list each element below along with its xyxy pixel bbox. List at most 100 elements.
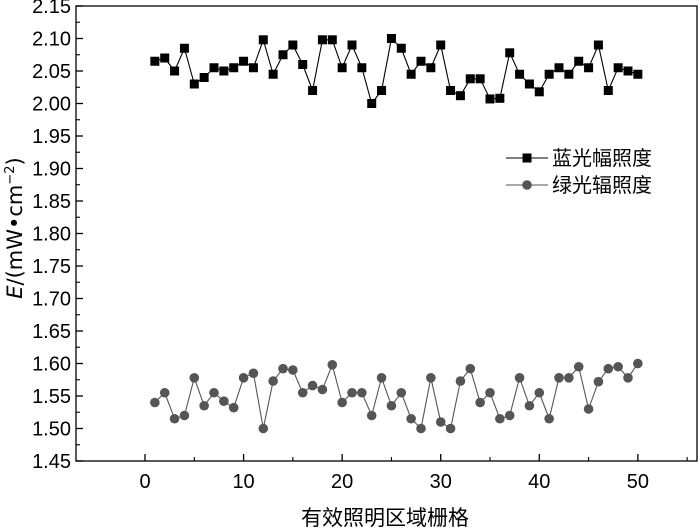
y-axis: 1.45 1.50 1.55 1.60 1.65 1.70 1.75 1.80 1.85 1.90… <box>32 0 83 473</box>
data-point <box>593 40 603 50</box>
y-tick-label: 2.05 <box>32 61 71 83</box>
data-point <box>436 40 446 50</box>
x-tick-label: 10 <box>232 471 254 493</box>
x-tick-label: 30 <box>430 471 452 493</box>
data-point <box>584 63 594 73</box>
y-axis-symbol: E <box>3 285 27 299</box>
data-point <box>239 56 249 66</box>
data-point <box>603 86 613 95</box>
y-tick-label: 1.60 <box>32 354 71 376</box>
data-point <box>426 63 436 73</box>
data-point <box>278 50 288 60</box>
data-point <box>564 373 574 383</box>
legend-marker <box>522 180 532 190</box>
data-point <box>495 413 505 424</box>
data-point <box>485 387 495 398</box>
y-tick-label: 1.70 <box>32 289 71 311</box>
data-point <box>416 56 426 66</box>
data-point <box>150 56 160 66</box>
data-point <box>307 380 318 391</box>
data-point <box>189 79 199 89</box>
data-point <box>574 56 584 66</box>
data-point <box>485 94 495 104</box>
data-point <box>170 66 180 76</box>
data-point <box>258 423 269 434</box>
data-point <box>376 373 387 383</box>
y-tick-label: 2.00 <box>32 94 71 116</box>
data-point <box>199 73 209 82</box>
data-point <box>317 35 327 45</box>
legend-label: 蓝光幅照度 <box>552 146 652 170</box>
data-point <box>534 387 545 398</box>
legend-item: 绿光辐照度 <box>506 173 652 197</box>
data-point <box>209 63 219 73</box>
data-point <box>179 410 190 421</box>
data-point <box>288 40 298 50</box>
data-point <box>524 79 534 89</box>
data-point <box>238 373 249 383</box>
data-point <box>613 63 623 73</box>
y-tick-label: 2.15 <box>32 0 71 18</box>
data-point <box>603 363 614 374</box>
data-point <box>435 417 446 427</box>
series-1 <box>150 34 643 108</box>
data-point <box>534 87 544 97</box>
y-tick-label: 1.75 <box>32 256 71 278</box>
data-point <box>268 69 278 79</box>
data-point <box>455 91 465 101</box>
data-point <box>633 69 643 79</box>
data-point <box>593 376 604 387</box>
y-tick-label: 1.90 <box>32 159 71 181</box>
data-point <box>455 376 466 386</box>
data-point <box>544 69 554 79</box>
data-point <box>357 63 367 73</box>
data-point <box>229 63 239 73</box>
data-point <box>564 69 574 79</box>
data-point <box>406 413 416 424</box>
y-tick-label: 1.45 <box>32 451 71 473</box>
data-point <box>505 48 515 58</box>
data-point <box>160 53 170 63</box>
data-point <box>377 86 387 95</box>
y-tick-label: 1.80 <box>32 224 71 246</box>
data-point <box>554 63 564 73</box>
data-point <box>386 400 397 411</box>
legend-marker <box>522 153 532 163</box>
data-point <box>583 404 594 414</box>
data-point <box>219 396 229 407</box>
data-point <box>209 387 219 398</box>
data-point <box>258 35 268 45</box>
data-point <box>366 410 377 421</box>
legend-item: 蓝光幅照度 <box>506 146 652 170</box>
data-point <box>317 384 328 395</box>
data-point <box>248 368 259 379</box>
data-point <box>248 63 258 73</box>
data-point <box>416 423 426 434</box>
data-point <box>524 400 535 411</box>
data-point <box>179 43 189 53</box>
data-point <box>406 69 416 79</box>
data-point <box>465 363 476 374</box>
series-layer <box>150 34 643 434</box>
data-point <box>357 387 367 398</box>
data-point <box>386 34 396 43</box>
data-point <box>396 387 407 398</box>
data-point <box>347 40 357 50</box>
data-point <box>327 360 338 370</box>
data-point <box>633 358 643 369</box>
y-axis-close: ) <box>3 157 27 165</box>
data-point <box>554 373 564 383</box>
data-point <box>337 63 347 73</box>
data-point <box>623 66 633 76</box>
data-point <box>150 397 160 408</box>
data-point <box>573 361 584 372</box>
y-tick-label: 1.95 <box>32 126 71 148</box>
data-point <box>475 74 485 84</box>
data-point <box>268 376 278 386</box>
data-point <box>337 397 347 408</box>
data-point <box>623 373 633 383</box>
y-tick-label: 2.10 <box>32 29 71 51</box>
data-point <box>475 397 485 408</box>
data-point <box>367 99 377 108</box>
x-axis-title: 有效照明区域栅格 <box>301 506 469 530</box>
